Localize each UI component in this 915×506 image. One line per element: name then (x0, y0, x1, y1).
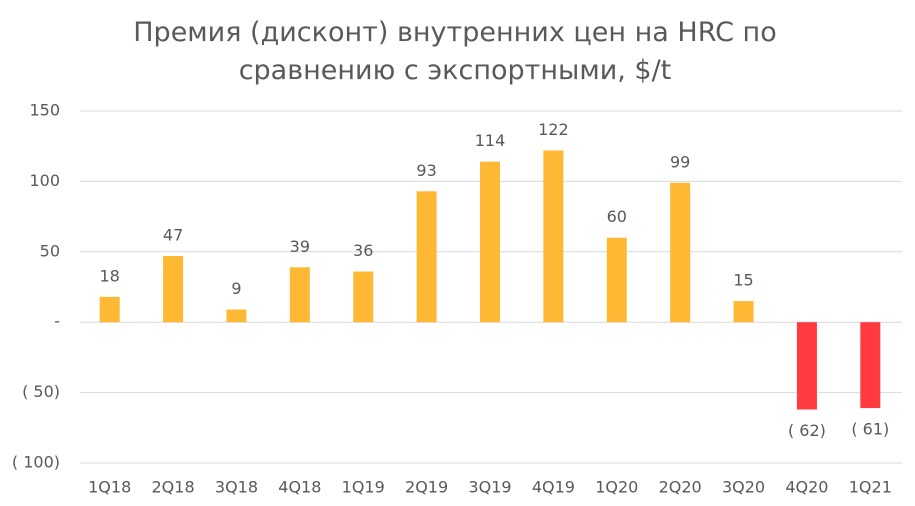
x-tick-label: 1Q20 (595, 478, 638, 497)
bar (163, 256, 184, 323)
data-label: ( 62) (788, 421, 826, 440)
data-label: 122 (538, 120, 569, 139)
x-tick-label: 2Q18 (152, 478, 195, 497)
chart-title: Премия (дисконт) внутренних цен на HRC п… (133, 17, 777, 86)
bar (796, 322, 817, 410)
bar (226, 309, 247, 323)
y-tick-label: ( 100) (12, 453, 60, 472)
x-tick-label: 2Q20 (659, 478, 702, 497)
x-tick-label: 4Q20 (785, 478, 828, 497)
x-tick-label: 1Q19 (342, 478, 385, 497)
data-label: 93 (416, 161, 436, 180)
x-tick-label: 4Q18 (278, 478, 321, 497)
data-label: 47 (163, 226, 183, 245)
y-tick-label: 100 (29, 171, 60, 190)
data-label: 15 (733, 271, 753, 290)
bar (416, 191, 437, 323)
bar (670, 182, 691, 323)
x-tick-label: 1Q18 (88, 478, 131, 497)
x-tick-label: 3Q19 (468, 478, 511, 497)
bar (606, 237, 627, 323)
data-label: 60 (607, 207, 627, 226)
data-label: 99 (670, 152, 690, 171)
x-tick-label: 3Q20 (722, 478, 765, 497)
y-tick-label: - (54, 312, 60, 331)
data-label: 36 (353, 241, 373, 260)
data-label: 39 (290, 237, 310, 256)
bar (480, 161, 500, 323)
x-tick-label: 4Q19 (532, 478, 575, 497)
bar (860, 322, 881, 409)
y-tick-label: 150 (29, 101, 60, 120)
x-tick-label: 3Q18 (215, 478, 258, 497)
data-label: ( 61) (851, 420, 889, 439)
y-tick-label: ( 50) (22, 382, 60, 401)
bar (289, 267, 310, 323)
data-label: 114 (475, 131, 506, 150)
x-tick-label: 1Q21 (849, 478, 892, 497)
data-label: 18 (100, 266, 120, 285)
x-tick-label: 2Q19 (405, 478, 448, 497)
bar (543, 150, 564, 323)
bar (733, 301, 754, 323)
data-label: 9 (231, 279, 241, 298)
bar (353, 271, 374, 323)
y-tick-label: 50 (40, 241, 60, 260)
bar (99, 296, 120, 323)
